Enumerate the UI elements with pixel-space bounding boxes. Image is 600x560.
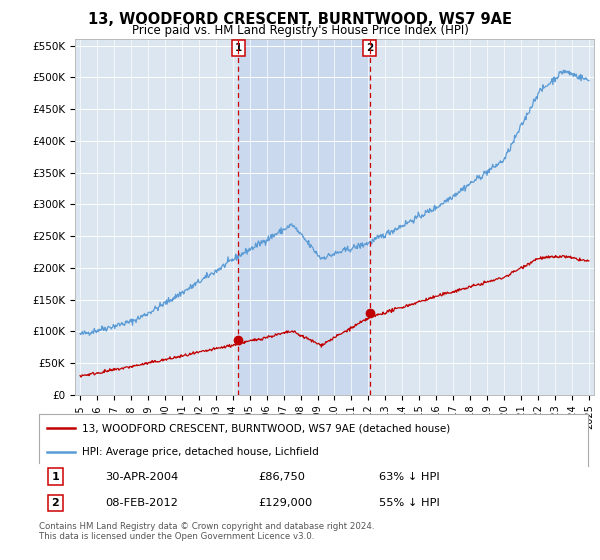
Text: £86,750: £86,750 xyxy=(259,472,305,482)
Text: 1: 1 xyxy=(52,472,59,482)
Text: £129,000: £129,000 xyxy=(259,498,313,508)
Text: 55% ↓ HPI: 55% ↓ HPI xyxy=(379,498,440,508)
Bar xyxy=(238,39,370,395)
Text: 63% ↓ HPI: 63% ↓ HPI xyxy=(379,472,440,482)
Text: 08-FEB-2012: 08-FEB-2012 xyxy=(105,498,178,508)
Text: 13, WOODFORD CRESCENT, BURNTWOOD, WS7 9AE: 13, WOODFORD CRESCENT, BURNTWOOD, WS7 9A… xyxy=(88,12,512,27)
Text: Price paid vs. HM Land Registry's House Price Index (HPI): Price paid vs. HM Land Registry's House … xyxy=(131,24,469,36)
Text: HPI: Average price, detached house, Lichfield: HPI: Average price, detached house, Lich… xyxy=(82,447,319,457)
Text: 2: 2 xyxy=(52,498,59,508)
Text: 1: 1 xyxy=(235,43,242,53)
Text: Contains HM Land Registry data © Crown copyright and database right 2024.
This d: Contains HM Land Registry data © Crown c… xyxy=(39,522,374,542)
Text: 30-APR-2004: 30-APR-2004 xyxy=(105,472,178,482)
Text: 2: 2 xyxy=(366,43,373,53)
Text: 13, WOODFORD CRESCENT, BURNTWOOD, WS7 9AE (detached house): 13, WOODFORD CRESCENT, BURNTWOOD, WS7 9A… xyxy=(82,423,450,433)
